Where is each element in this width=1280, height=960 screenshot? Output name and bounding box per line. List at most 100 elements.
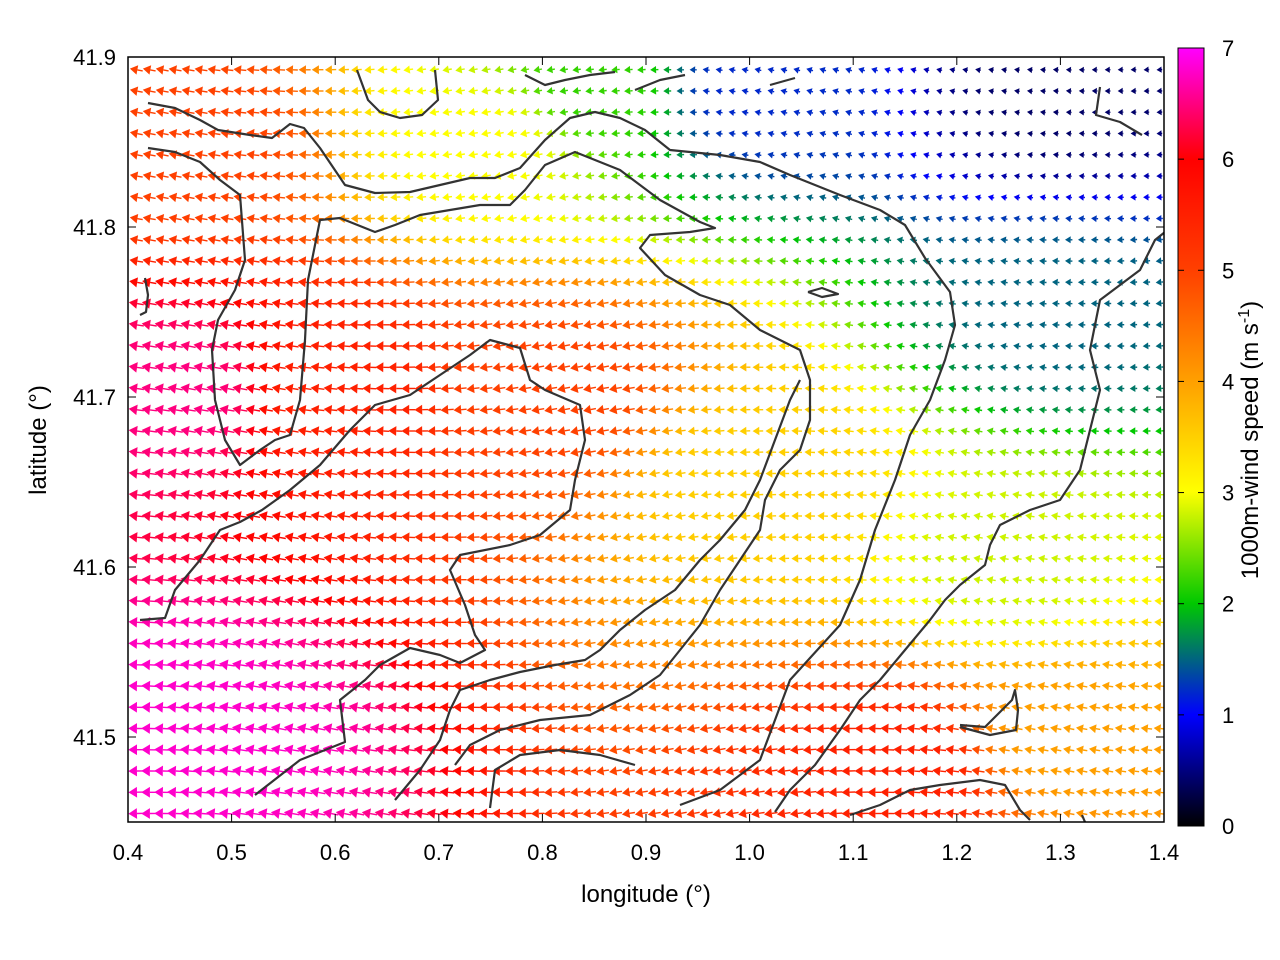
wind-arrow-shaft <box>292 749 300 752</box>
wind-arrow-shaft <box>694 726 700 729</box>
wind-arrow-head <box>439 702 449 713</box>
wind-arrow-head <box>893 744 902 755</box>
wind-arrow-shaft <box>214 515 222 518</box>
wind-arrow-head <box>987 257 994 265</box>
wind-arrow-head <box>518 617 527 627</box>
wind-arrow-head <box>816 681 824 691</box>
wind-arrow-head <box>272 171 281 181</box>
wind-arrow-head <box>673 723 683 733</box>
wind-arrow-shaft <box>901 642 906 645</box>
wind-arrow-head <box>518 319 527 330</box>
wind-arrow-head <box>297 638 307 649</box>
wind-arrow-shaft <box>1018 579 1022 582</box>
wind-arrow-shaft <box>706 769 713 772</box>
wind-arrow-shaft <box>979 451 983 454</box>
wind-arrow-shaft <box>655 450 660 453</box>
wind-arrow-head <box>647 787 657 797</box>
wind-arrow-head <box>1101 724 1110 733</box>
wind-arrow-head <box>348 744 358 756</box>
wind-arrow-shaft <box>1108 706 1114 709</box>
wind-arrow-head <box>427 659 436 670</box>
wind-arrow-shaft <box>188 409 196 412</box>
wind-arrow-shaft <box>694 599 699 602</box>
wind-arrow-head <box>193 765 203 777</box>
wind-arrow-shaft <box>668 599 673 602</box>
wind-arrow-head <box>855 660 863 670</box>
wind-arrow-head <box>401 319 410 330</box>
wind-arrow-shaft <box>201 430 209 433</box>
wind-arrow-head <box>167 489 177 500</box>
wind-arrow-head <box>1142 215 1149 222</box>
wind-arrow-head <box>428 256 436 266</box>
wind-arrow-head <box>945 745 954 755</box>
wind-arrow-head <box>701 214 709 223</box>
wind-arrow-head <box>1115 639 1123 648</box>
wind-arrow-shaft <box>1121 791 1127 794</box>
wind-arrow-head <box>427 575 436 585</box>
wind-arrow-head <box>531 660 540 670</box>
wind-arrow-head <box>492 468 501 479</box>
wind-arrow-shaft <box>1031 621 1035 624</box>
wind-arrow-shaft <box>1160 813 1164 815</box>
wind-arrow-head <box>660 787 670 797</box>
wind-arrow-head <box>1051 406 1058 414</box>
wind-arrow-head <box>726 341 734 351</box>
wind-arrow-head <box>245 808 255 819</box>
wind-arrow-shaft <box>500 238 505 241</box>
wind-arrow-head <box>426 702 436 713</box>
wind-arrow-head <box>271 362 281 373</box>
wind-arrow-head <box>246 171 255 181</box>
wind-arrow-head <box>335 787 346 798</box>
wind-arrow-shaft <box>201 281 209 285</box>
wind-arrow-head <box>219 426 229 437</box>
wind-arrow-head <box>361 659 371 670</box>
wind-arrow-head <box>520 214 528 223</box>
wind-arrow-head <box>961 215 968 223</box>
wind-arrow-head <box>141 680 151 692</box>
wind-arrow-head <box>908 618 916 627</box>
wind-arrow-head <box>867 787 876 798</box>
wind-arrow-shaft <box>707 578 712 581</box>
wind-arrow-head <box>843 596 851 606</box>
wind-arrow-head <box>1101 745 1110 755</box>
wind-arrow-head <box>635 532 644 542</box>
wind-arrow-head <box>258 680 268 692</box>
wind-arrow-head <box>402 256 410 266</box>
wind-arrow-head <box>557 638 566 648</box>
wind-arrow-head <box>713 554 721 563</box>
wind-arrow-shaft <box>991 791 998 794</box>
wind-arrow-head <box>232 723 242 734</box>
wind-arrow-head <box>752 596 760 606</box>
wind-arrow-head <box>597 193 605 201</box>
wind-arrow-head <box>1000 257 1007 265</box>
wind-arrow-shaft <box>370 515 377 518</box>
wind-arrow-head <box>479 638 488 649</box>
wind-arrow-head <box>674 638 683 648</box>
wind-arrow-shaft <box>486 472 493 475</box>
wind-arrow-head <box>596 298 605 308</box>
wind-arrow-shaft <box>188 579 196 582</box>
wind-arrow-shaft <box>461 280 467 283</box>
wind-arrow-shaft <box>525 301 532 304</box>
wind-arrow-head <box>895 427 903 436</box>
wind-arrow-head <box>284 383 294 394</box>
wind-arrow-head <box>348 787 359 798</box>
wind-arrow-head <box>270 702 281 713</box>
wind-arrow-shaft <box>357 515 364 518</box>
wind-arrow-head <box>518 744 526 755</box>
wind-arrow-head <box>997 787 1006 797</box>
wind-arrow-shaft <box>137 154 143 157</box>
wind-arrow-head <box>336 596 346 607</box>
wind-arrow-shaft <box>655 471 660 474</box>
wind-arrow-head <box>167 744 177 756</box>
wind-arrow-shaft <box>227 281 235 285</box>
wind-arrow-shaft <box>240 345 248 348</box>
wind-arrow-shaft <box>227 791 235 794</box>
wind-arrow-shaft <box>577 578 583 581</box>
wind-arrow-shaft <box>603 407 610 411</box>
wind-arrow-head <box>349 447 358 458</box>
wind-arrow-head <box>168 235 177 245</box>
wind-arrow-shaft <box>1031 643 1036 646</box>
wind-arrow-head <box>285 256 294 266</box>
wind-arrow-head <box>557 362 566 372</box>
